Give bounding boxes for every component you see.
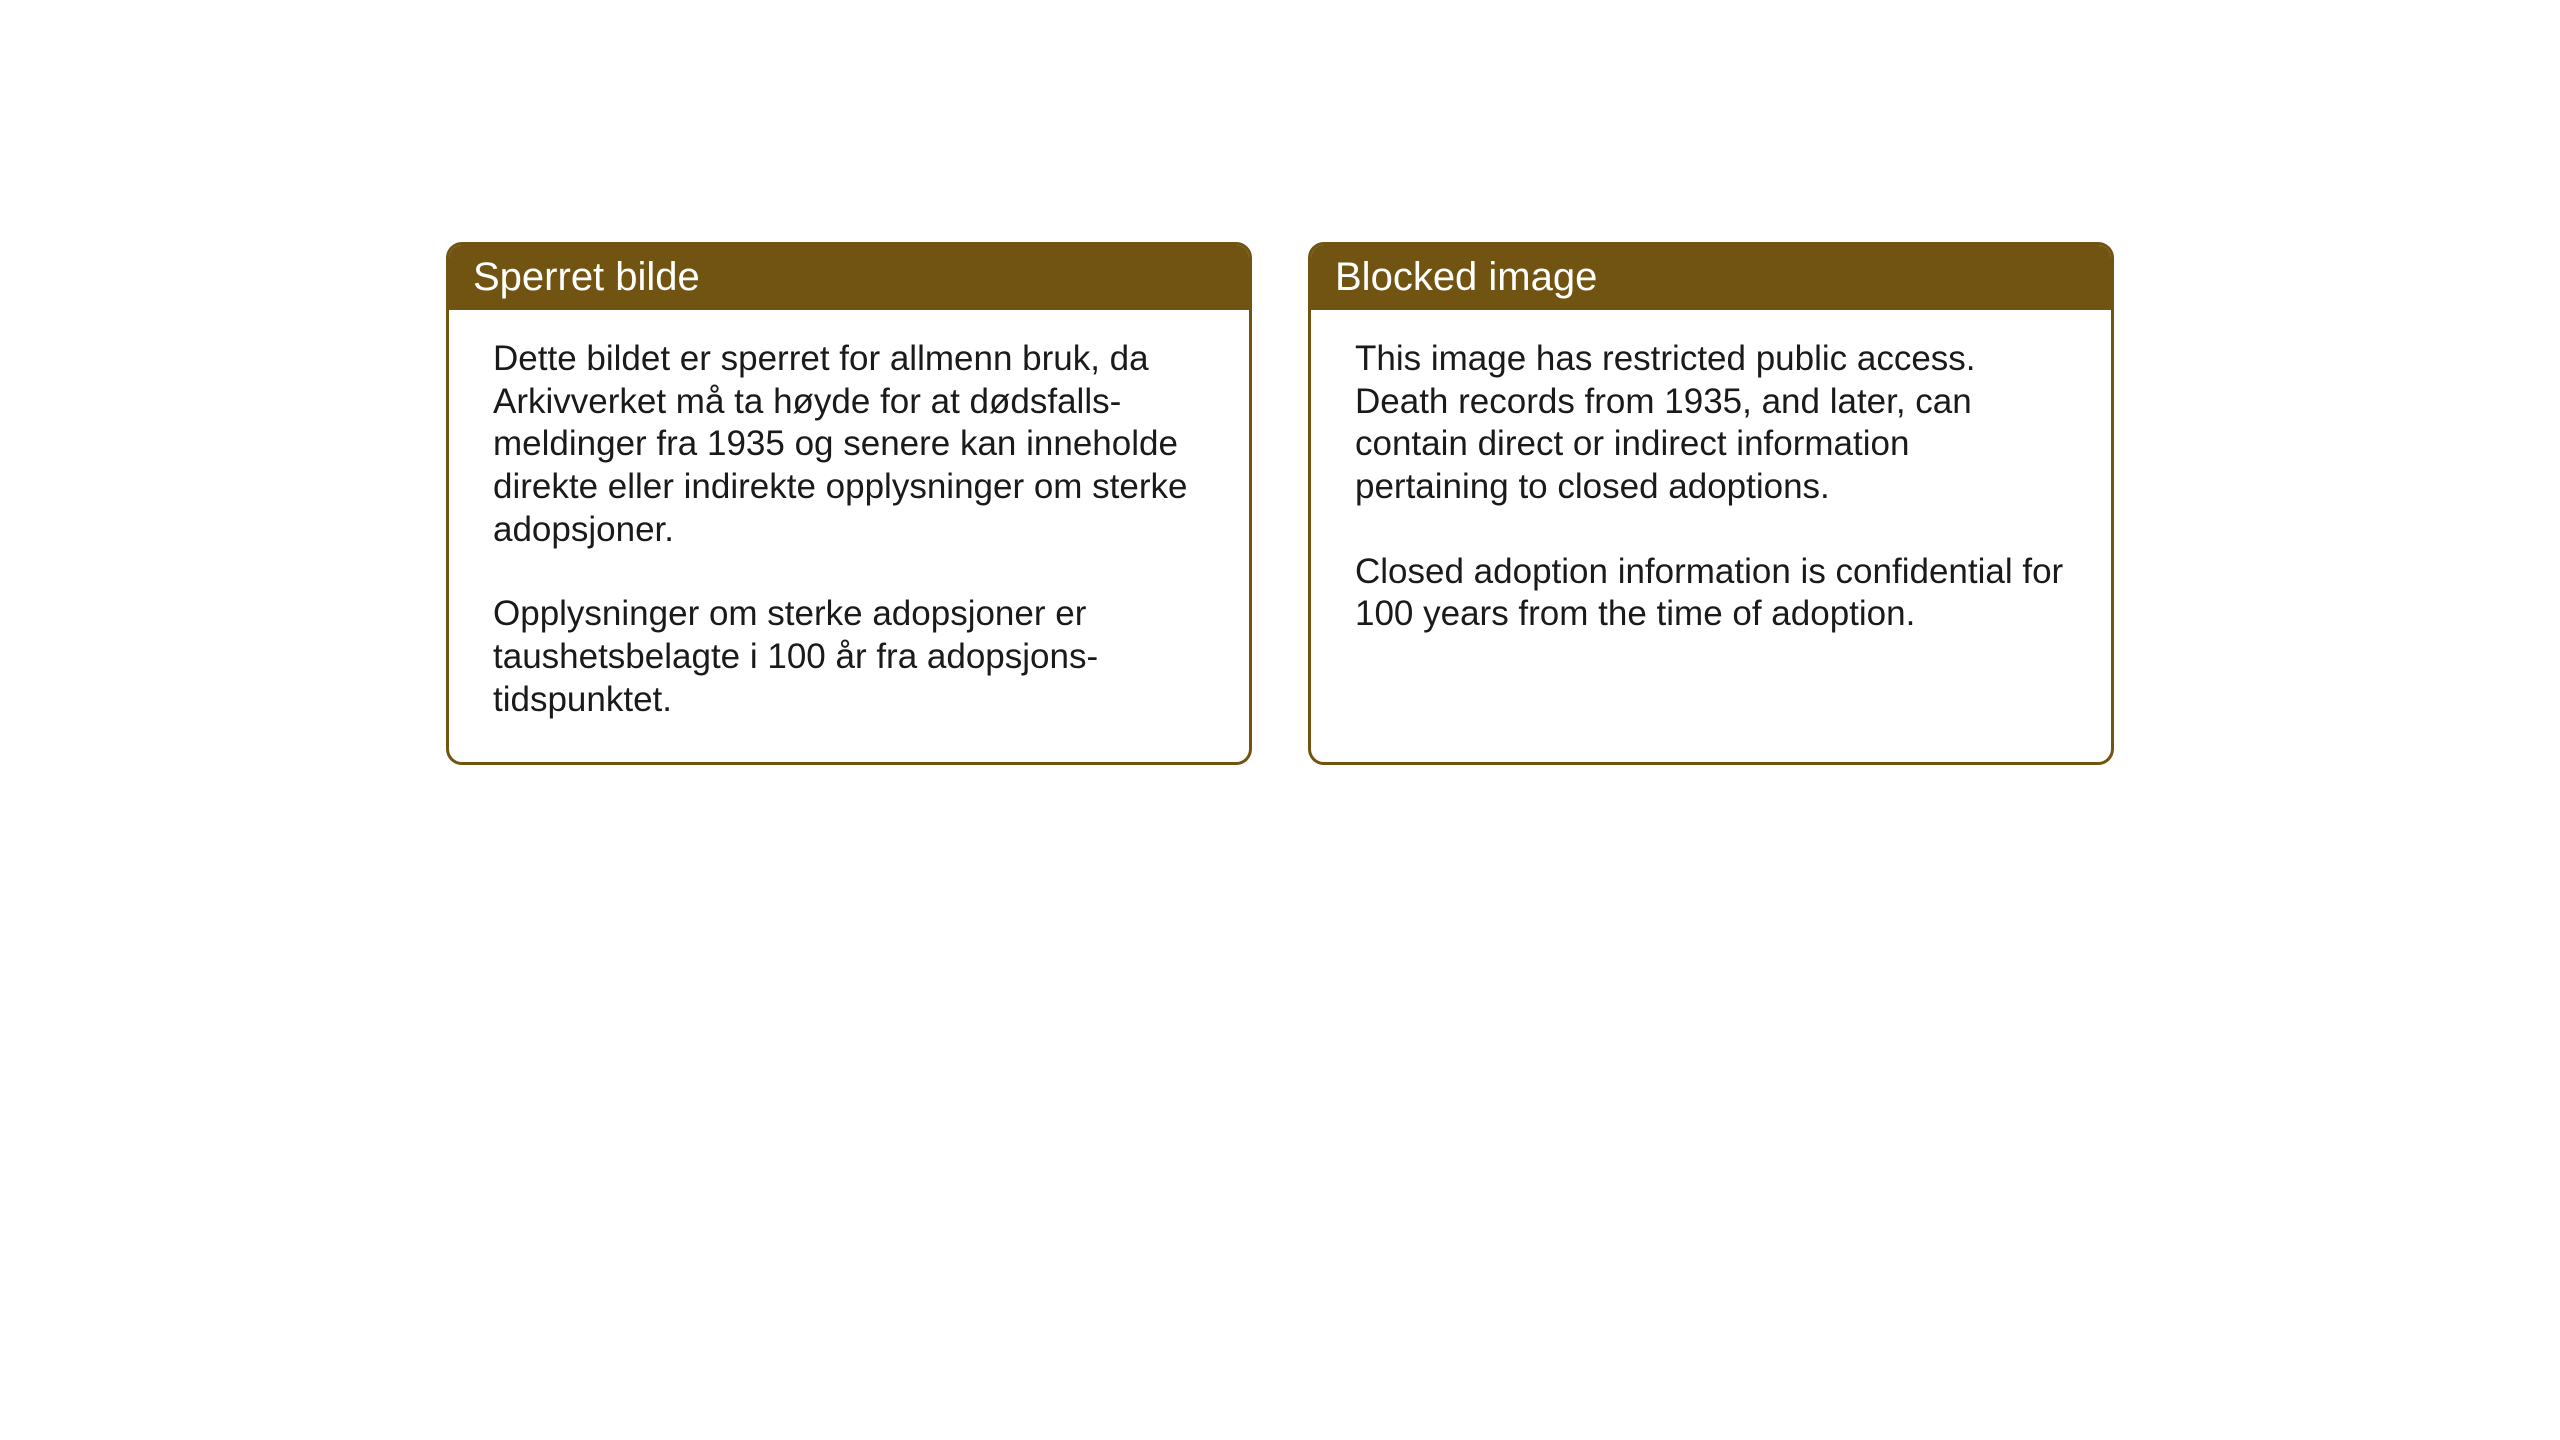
notice-paragraph-2-english: Closed adoption information is confident… xyxy=(1355,551,2067,636)
notice-body-norwegian: Dette bildet er sperret for allmenn bruk… xyxy=(449,310,1249,762)
notice-card-norwegian: Sperret bilde Dette bildet er sperret fo… xyxy=(446,242,1252,765)
notice-paragraph-1-english: This image has restricted public access.… xyxy=(1355,338,2067,509)
notice-title-norwegian: Sperret bilde xyxy=(473,255,700,299)
notice-card-english: Blocked image This image has restricted … xyxy=(1308,242,2114,765)
notice-paragraph-2-norwegian: Opplysninger om sterke adopsjoner er tau… xyxy=(493,593,1205,721)
notice-header-norwegian: Sperret bilde xyxy=(449,245,1249,310)
notice-paragraph-1-norwegian: Dette bildet er sperret for allmenn bruk… xyxy=(493,338,1205,551)
notice-body-english: This image has restricted public access.… xyxy=(1311,310,2111,750)
notice-title-english: Blocked image xyxy=(1335,255,1597,299)
notice-header-english: Blocked image xyxy=(1311,245,2111,310)
notice-container: Sperret bilde Dette bildet er sperret fo… xyxy=(446,242,2114,765)
